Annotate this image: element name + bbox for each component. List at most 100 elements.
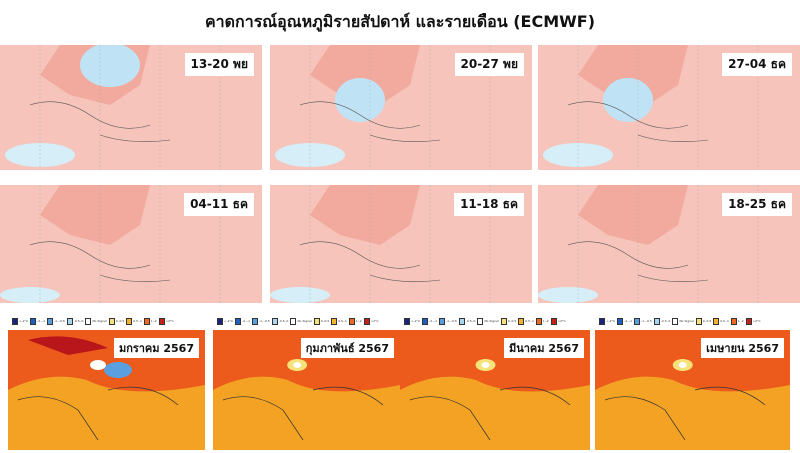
- legend-swatch: [158, 317, 165, 325]
- legend-label: -1..-0.5: [641, 319, 652, 323]
- legend-swatch: [458, 317, 465, 325]
- legend-item: 0.5..1: [126, 316, 142, 326]
- legend-label: 1..2: [737, 319, 744, 323]
- legend-item: >2°C: [363, 316, 379, 326]
- legend-swatch: [550, 317, 557, 325]
- legend-item: No Signal: [290, 316, 312, 326]
- legend-swatch: [30, 317, 37, 325]
- legend-item: 0.5..1: [518, 316, 534, 326]
- weekly-map: 04-11 ธค: [0, 185, 262, 303]
- legend-item: -0.5..0: [271, 316, 288, 326]
- legend-label: >2°C: [752, 319, 761, 323]
- legend-item: <-2°C: [12, 316, 28, 326]
- map-label: กุมภาพันธ์ 2567: [300, 338, 394, 358]
- legend-swatch: [348, 317, 355, 325]
- legend-swatch: [85, 317, 92, 325]
- legend-swatch: [290, 317, 297, 325]
- legend-label: -2..-1: [624, 319, 632, 323]
- legend-swatch: [271, 317, 278, 325]
- legend-item: 0..0.5: [695, 316, 712, 326]
- legend-item: -2..-1: [617, 316, 632, 326]
- legend-swatch: [331, 317, 338, 325]
- weekly-map: 20-27 พย: [270, 45, 532, 170]
- legend-label: No Signal: [484, 319, 499, 323]
- legend-swatch: [745, 317, 752, 325]
- legend-swatch: [252, 317, 258, 325]
- legend-swatch: [66, 317, 73, 325]
- legend-item: No Signal: [672, 316, 694, 326]
- legend-swatch: [617, 317, 624, 325]
- map-label: 27-04 ธค: [722, 53, 792, 76]
- legend-swatch: [518, 317, 525, 325]
- legend-label: -1..-0.5: [259, 319, 270, 323]
- legend-swatch: [672, 317, 679, 325]
- legend-label: 0.5..1: [525, 319, 534, 323]
- legend-label: 0..0.5: [702, 319, 712, 323]
- legend-item: -0.5..0: [653, 316, 671, 326]
- legend-item: <-2°C: [599, 316, 615, 326]
- legend-item: >2°C: [745, 316, 761, 326]
- legend-swatch: [439, 317, 445, 325]
- legend-label: 1..2: [542, 319, 549, 323]
- map-label: 11-18 ธค: [454, 193, 524, 216]
- legend: <-2°C -2..-1 -1..-0.5 -0.5..0 No Signal 0..0.…: [404, 316, 566, 326]
- legend-label: -1..-0.5: [446, 319, 457, 323]
- map-label: 20-27 พย: [454, 53, 524, 76]
- legend-label: -0.5..0: [465, 319, 476, 323]
- legend: <-2°C -2..-1 -1..-0.5 -0.5..0 No Signal 0..0.…: [12, 316, 174, 326]
- legend-item: >2°C: [158, 316, 174, 326]
- legend-item: -0.5..0: [66, 316, 84, 326]
- map-label: มีนาคม 2567: [503, 338, 584, 358]
- legend-item: -1..-0.5: [634, 316, 652, 326]
- legend-swatch: [12, 317, 18, 325]
- legend-swatch: [363, 317, 370, 325]
- legend-item: -2..-1: [422, 316, 437, 326]
- legend-item: 0.5..1: [331, 316, 347, 326]
- legend-label: 1..2: [355, 319, 362, 323]
- legend-label: 1..2: [150, 319, 157, 323]
- legend-label: >2°C: [557, 319, 566, 323]
- legend-label: >2°C: [370, 319, 379, 323]
- legend-label: <-2°C: [411, 319, 421, 323]
- legend-swatch: [653, 317, 660, 325]
- legend-swatch: [500, 317, 507, 325]
- legend-item: -1..-0.5: [47, 316, 65, 326]
- legend-label: 0.5..1: [133, 319, 142, 323]
- legend-item: 0..0.5: [500, 316, 517, 326]
- legend-item: No Signal: [477, 316, 499, 326]
- legend-item: -1..-0.5: [252, 316, 270, 326]
- legend-item: -1..-0.5: [439, 316, 457, 326]
- legend-swatch: [713, 317, 720, 325]
- legend-item: <-2°C: [404, 316, 420, 326]
- map-image: [270, 185, 532, 303]
- legend-swatch: [535, 317, 542, 325]
- legend-item: <-2°C: [217, 316, 233, 326]
- legend-label: No Signal: [92, 319, 107, 323]
- legend-item: 1..2: [730, 316, 744, 326]
- legend-item: 1..2: [143, 316, 157, 326]
- legend: <-2°C -2..-1 -1..-0.5 -0.5..0 No Signal 0..0.…: [599, 316, 761, 326]
- legend-label: 0.5..1: [720, 319, 729, 323]
- map-label: 13-20 พย: [184, 53, 254, 76]
- legend-item: -2..-1: [235, 316, 250, 326]
- legend-label: No Signal: [297, 319, 312, 323]
- legend-label: -0.5..0: [660, 319, 671, 323]
- weekly-map: 13-20 พย: [0, 45, 262, 170]
- legend-swatch: [126, 317, 133, 325]
- legend-swatch: [634, 317, 640, 325]
- map-label: เมษายน 2567: [701, 338, 784, 358]
- monthly-map: มกราคม 2567: [8, 330, 205, 450]
- legend-swatch: [235, 317, 242, 325]
- legend-label: 0..0.5: [507, 319, 517, 323]
- legend-label: -0.5..0: [73, 319, 84, 323]
- legend-swatch: [217, 317, 223, 325]
- map-label: 18-25 ธค: [722, 193, 792, 216]
- legend-item: 1..2: [348, 316, 362, 326]
- monthly-map: กุมภาพันธ์ 2567: [213, 330, 400, 450]
- legend-swatch: [730, 317, 737, 325]
- legend-swatch: [143, 317, 150, 325]
- weekly-map: 18-25 ธค: [538, 185, 800, 303]
- legend-item: 0.5..1: [713, 316, 729, 326]
- weekly-map: 11-18 ธค: [270, 185, 532, 303]
